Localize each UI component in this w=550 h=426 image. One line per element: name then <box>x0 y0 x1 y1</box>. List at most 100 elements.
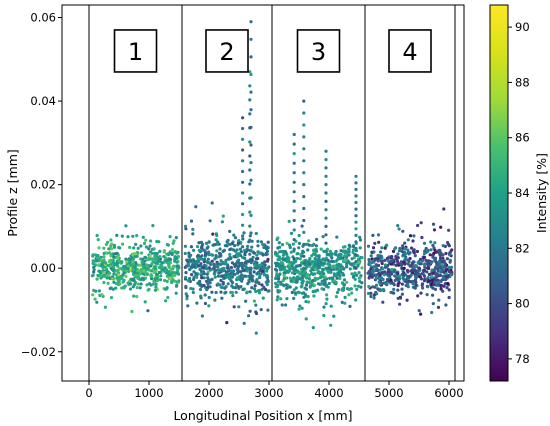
data-point <box>95 277 99 281</box>
data-point <box>183 244 187 248</box>
data-point <box>422 279 427 283</box>
data-point <box>403 258 407 262</box>
data-point <box>192 277 196 282</box>
data-point <box>292 296 296 300</box>
data-point <box>273 252 278 256</box>
data-point <box>287 219 291 223</box>
data-point <box>414 283 418 287</box>
data-point <box>422 241 427 245</box>
data-point <box>401 275 405 279</box>
data-point <box>375 267 379 272</box>
data-point <box>137 269 141 273</box>
data-point <box>406 275 410 279</box>
data-point <box>376 259 380 263</box>
data-point <box>102 246 106 250</box>
data-point <box>282 273 286 277</box>
data-point <box>426 248 430 252</box>
data-point <box>294 286 298 290</box>
spike-point <box>354 207 358 211</box>
data-point <box>184 227 188 231</box>
data-point <box>259 272 263 276</box>
data-point <box>280 243 285 247</box>
data-point <box>184 275 188 280</box>
data-point <box>186 258 190 262</box>
data-point <box>202 257 207 261</box>
data-point <box>161 268 165 272</box>
data-point <box>91 293 95 297</box>
data-point <box>141 278 145 282</box>
data-point <box>186 304 190 308</box>
data-point <box>200 314 204 318</box>
data-point <box>401 244 405 248</box>
data-point <box>166 252 170 256</box>
data-point <box>228 229 232 233</box>
data-point <box>448 253 452 257</box>
data-point <box>450 270 454 275</box>
data-point <box>439 256 443 260</box>
data-point <box>437 248 441 252</box>
colorbar-tick-label: 78 <box>515 352 530 366</box>
spike-point <box>292 247 296 251</box>
colorbar-tick-label: 86 <box>515 131 530 145</box>
spike-point <box>324 216 328 220</box>
data-point <box>449 273 453 277</box>
data-point <box>153 254 157 258</box>
data-point <box>419 221 423 225</box>
data-point <box>213 298 217 302</box>
x-tick-label: 4000 <box>314 386 343 400</box>
data-point <box>186 279 190 283</box>
data-point <box>371 233 375 237</box>
data-point <box>251 255 255 259</box>
data-point <box>211 232 215 236</box>
spike-point <box>248 126 252 130</box>
data-point <box>131 257 135 261</box>
data-point <box>414 264 419 268</box>
data-point <box>281 267 285 271</box>
data-point <box>329 304 333 308</box>
spike-point <box>302 99 306 103</box>
data-point <box>236 254 240 258</box>
data-point <box>319 260 323 264</box>
data-point <box>423 262 427 267</box>
data-point <box>132 246 136 250</box>
data-point <box>124 274 128 278</box>
data-point <box>345 280 349 284</box>
data-point <box>358 276 362 280</box>
data-point <box>142 241 147 245</box>
data-point <box>149 239 153 243</box>
data-point <box>164 269 168 273</box>
spike-point <box>292 180 296 184</box>
spike-point <box>248 238 252 242</box>
data-point <box>417 272 421 276</box>
x-tick-label: 1000 <box>134 386 163 400</box>
data-point <box>297 307 301 311</box>
data-point <box>234 264 238 268</box>
data-point <box>293 277 297 282</box>
data-point <box>256 239 260 243</box>
data-point <box>148 244 152 248</box>
spike-point <box>324 258 328 262</box>
data-point <box>340 300 344 304</box>
data-point <box>155 276 159 280</box>
spike-point <box>292 257 296 261</box>
data-point <box>396 283 400 288</box>
data-point <box>109 286 113 290</box>
data-point <box>213 272 217 276</box>
data-point <box>312 248 316 252</box>
data-point <box>109 238 113 242</box>
spike-point <box>248 140 252 144</box>
data-point <box>234 282 239 287</box>
data-point <box>377 271 381 276</box>
data-point <box>391 249 396 253</box>
spike-point <box>324 233 328 237</box>
data-point <box>390 267 394 272</box>
segment-label: 1 <box>128 38 143 66</box>
data-point <box>447 265 451 269</box>
data-point <box>367 284 371 289</box>
data-point <box>317 266 322 270</box>
data-point <box>157 266 161 270</box>
data-point <box>312 283 317 287</box>
data-point <box>372 250 376 254</box>
data-point <box>188 267 192 272</box>
spike-point <box>249 90 253 94</box>
